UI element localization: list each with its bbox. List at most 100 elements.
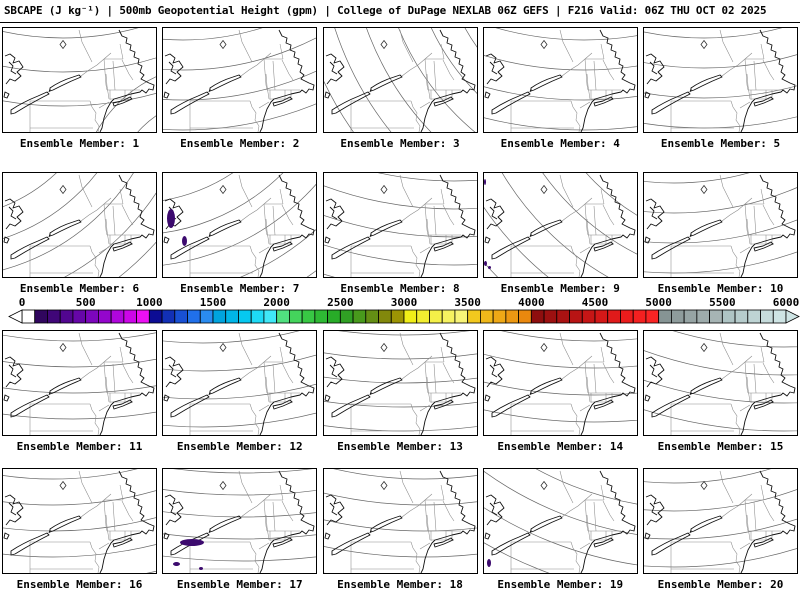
- map-member-20: [644, 469, 797, 573]
- map-member-11: [3, 332, 156, 435]
- map-member-8: [323, 173, 477, 277]
- ensemble-panel-10: [643, 172, 798, 278]
- map-member-19: [483, 469, 637, 573]
- ensemble-cell-12: Ensemble Member: 12: [162, 330, 318, 453]
- state-borders: [510, 470, 621, 573]
- state-borders: [670, 470, 781, 573]
- ensemble-cell-15: Ensemble Member: 15: [643, 330, 798, 453]
- ensemble-grid-row-4: Ensemble Member: 16 Ensemble Member: 17 En…: [2, 468, 798, 591]
- coastline-lakes: [644, 29, 796, 132]
- ensemble-panel-2: [162, 27, 318, 133]
- state-borders: [29, 470, 140, 573]
- state-borders: [670, 174, 781, 277]
- height-contours: [3, 332, 156, 420]
- coastline-lakes: [163, 29, 315, 132]
- ensemble-member-label: Ensemble Member: 16: [16, 578, 143, 591]
- coastline-lakes: [484, 29, 636, 132]
- height-contours: [483, 331, 637, 423]
- station-diamond-icon: [59, 342, 67, 353]
- ensemble-member-label: Ensemble Member: 19: [497, 578, 624, 591]
- ensemble-member-label: Ensemble Member: 18: [337, 578, 463, 591]
- cape-colorbar-svg: 0 500 1000 1500 2000 2500 3000 3500 4000 4500 5000…: [8, 296, 800, 324]
- svg-text:0: 0: [19, 296, 26, 309]
- coastline-lakes: [324, 470, 475, 573]
- ensemble-grid-row-1: Ensemble Member: 1 Ensemble Member: 2 Ense…: [2, 27, 798, 150]
- coastline-lakes: [163, 470, 315, 573]
- map-member-16: [3, 469, 156, 573]
- coastline-lakes: [324, 174, 475, 277]
- height-contours: [163, 469, 317, 562]
- map-member-5: [644, 28, 797, 132]
- ensemble-member-label: Ensemble Member: 9: [500, 282, 620, 295]
- svg-text:1500: 1500: [200, 296, 227, 309]
- map-member-10: [644, 173, 797, 277]
- ensemble-panel-1: [2, 27, 157, 133]
- state-borders: [189, 29, 301, 132]
- ensemble-panel-3: [322, 27, 478, 133]
- ensemble-panel-11: [2, 330, 157, 436]
- state-borders: [670, 29, 781, 132]
- height-contours: [3, 28, 156, 132]
- station-diamond-icon: [59, 39, 67, 50]
- coastline-lakes: [324, 332, 475, 435]
- ensemble-member-label: Ensemble Member: 17: [176, 578, 303, 591]
- map-member-4: [483, 28, 637, 132]
- svg-text:500: 500: [76, 296, 96, 309]
- ensemble-cell-13: Ensemble Member: 13: [322, 330, 478, 453]
- colorbar-tick-labels: 0 500 1000 1500 2000 2500 3000 3500 4000 4500 5000…: [19, 296, 800, 309]
- state-borders: [350, 29, 461, 132]
- colorbar-segments: [21, 309, 787, 324]
- map-member-13: [323, 331, 477, 435]
- map-member-12: [163, 331, 317, 435]
- svg-text:3500: 3500: [454, 296, 481, 309]
- height-contours: [163, 28, 317, 131]
- coastline-lakes: [644, 470, 796, 573]
- state-borders: [29, 29, 140, 132]
- coastline-lakes: [644, 332, 796, 435]
- ensemble-cell-14: Ensemble Member: 14: [482, 330, 638, 453]
- state-borders: [350, 470, 461, 573]
- state-borders: [510, 29, 621, 132]
- svg-text:2000: 2000: [263, 296, 290, 309]
- station-diamond-icon: [219, 39, 227, 50]
- ensemble-grid-row-3: Ensemble Member: 11 Ensemble Member: 12 En…: [2, 330, 798, 453]
- height-contours: [323, 331, 477, 432]
- state-borders: [29, 174, 140, 277]
- ensemble-cell-20: Ensemble Member: 20: [643, 468, 798, 591]
- ensemble-member-label: Ensemble Member: 14: [497, 440, 624, 453]
- svg-text:1000: 1000: [136, 296, 163, 309]
- ensemble-panel-17: [162, 468, 318, 574]
- ensemble-cell-2: Ensemble Member: 2: [162, 27, 318, 150]
- colorbar-right-arrow-icon: [785, 309, 800, 324]
- station-diamond-icon: [700, 342, 708, 353]
- title-rule: [0, 22, 800, 23]
- coastline-lakes: [484, 174, 636, 277]
- ensemble-panel-4: [482, 27, 638, 133]
- map-member-15: [644, 331, 797, 435]
- coastline-lakes: [163, 332, 315, 435]
- station-diamond-icon: [700, 39, 708, 50]
- state-borders: [189, 470, 301, 573]
- ensemble-cell-19: Ensemble Member: 19: [482, 468, 638, 591]
- map-member-3: [323, 28, 477, 132]
- ensemble-cell-11: Ensemble Member: 11: [2, 330, 157, 453]
- station-diamond-icon: [219, 342, 227, 353]
- ensemble-panel-8: [322, 172, 478, 278]
- ensemble-member-label: Ensemble Member: 8: [340, 282, 460, 295]
- coastline-lakes: [3, 174, 155, 277]
- coastline-lakes: [163, 174, 315, 277]
- ensemble-cell-1: Ensemble Member: 1: [2, 27, 157, 150]
- sbcape-shading: [483, 179, 491, 269]
- height-contours: [644, 469, 797, 568]
- svg-text:3000: 3000: [391, 296, 418, 309]
- ensemble-panel-20: [643, 468, 798, 574]
- map-member-18: [323, 469, 477, 573]
- ensemble-panel-16: [2, 468, 157, 574]
- height-contours: [3, 173, 156, 277]
- map-member-6: [3, 173, 156, 277]
- coastline-lakes: [3, 29, 155, 132]
- ensemble-member-label: Ensemble Member: 13: [337, 440, 463, 453]
- station-diamond-icon: [380, 39, 387, 50]
- station-diamond-icon: [380, 184, 387, 195]
